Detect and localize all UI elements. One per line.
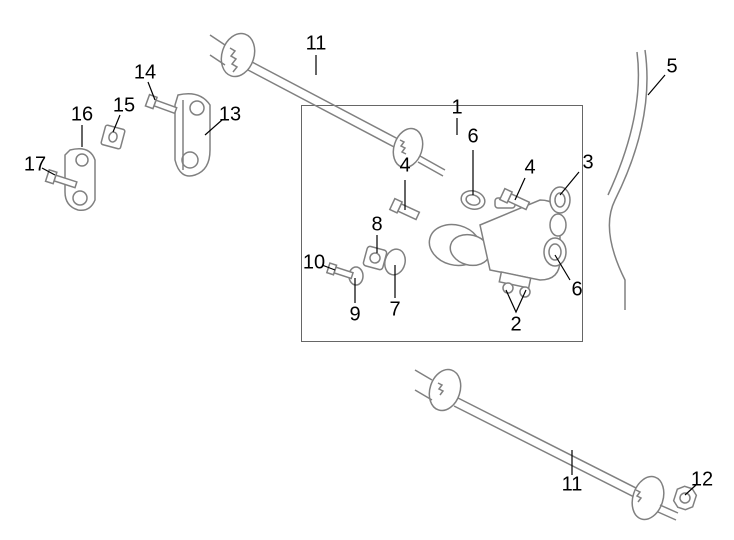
callout-label-1: 1 xyxy=(451,97,462,120)
leader-5 xyxy=(648,75,665,95)
callout-label-11: 11 xyxy=(562,474,583,497)
callout-label-7: 7 xyxy=(389,299,400,322)
leader-14 xyxy=(148,82,155,100)
assembly-box xyxy=(301,105,583,342)
callout-label-4: 4 xyxy=(524,157,535,180)
callout-label-10: 10 xyxy=(303,252,325,275)
callout-label-14: 14 xyxy=(134,62,156,85)
callout-label-15: 15 xyxy=(113,95,135,118)
leader-15 xyxy=(113,115,120,132)
parts-diagram: 12344566789101111121314151617 xyxy=(0,0,734,540)
callout-label-12: 12 xyxy=(691,469,713,492)
callout-label-9: 9 xyxy=(349,304,360,327)
callout-label-13: 13 xyxy=(219,104,241,127)
callout-label-4: 4 xyxy=(399,155,410,178)
callout-label-5: 5 xyxy=(666,56,677,79)
callout-label-6: 6 xyxy=(467,126,478,149)
callout-label-16: 16 xyxy=(71,104,93,127)
callout-label-17: 17 xyxy=(24,154,46,177)
callout-label-2: 2 xyxy=(510,314,521,337)
callout-label-3: 3 xyxy=(582,152,593,175)
callout-label-6: 6 xyxy=(571,279,582,302)
callout-label-8: 8 xyxy=(371,214,382,237)
callout-label-11: 11 xyxy=(306,33,327,56)
